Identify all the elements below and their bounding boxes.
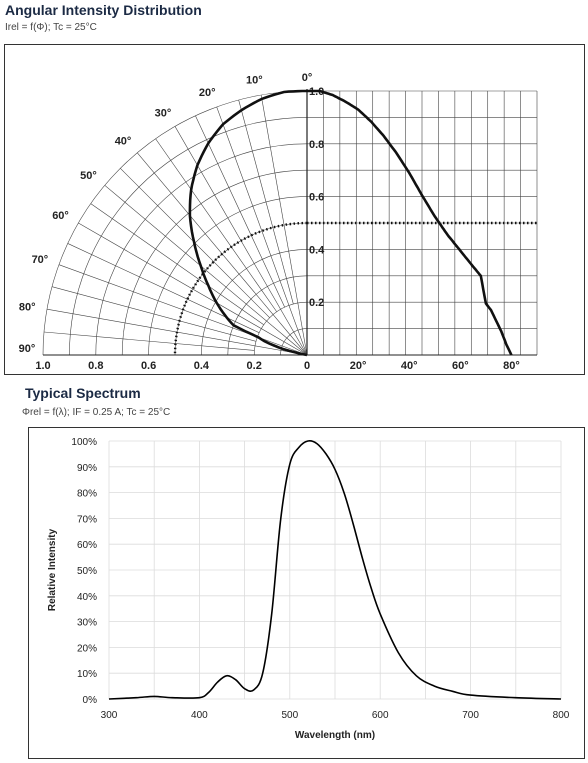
polar-radial-line [51, 286, 257, 342]
y-tick-label: 60% [77, 540, 97, 551]
polar-angle-label: 20° [199, 87, 216, 99]
y-tick-label: 40% [77, 592, 97, 603]
x-axis-label: Wavelength (nm) [295, 730, 375, 741]
x-tick-label: 300 [101, 710, 118, 721]
y-tick-label: 0% [83, 695, 98, 706]
spectrum-chart: 0% 10% 20% 30% 40% 50% 60% 70% 80% 90% 100% 300 400 5… [47, 437, 570, 741]
angular-chart-title: Angular Intensity Distribution [5, 2, 202, 18]
angular-chart-frame: 0° 10° 20° 30° 40° 50° 60° 70° 80° 90° 1.0 0.8 0.6 0.… [4, 44, 585, 375]
radial-tick-label: 0.8 [88, 360, 103, 372]
radial-tick-label: 0.2 [247, 360, 262, 372]
angular-intensity-chart: 0° 10° 20° 30° 40° 50° 60° 70° 80° 90° 1.0 0.8 0.6 0.… [19, 72, 538, 372]
spectrum-chart-title: Typical Spectrum [25, 385, 141, 401]
polar-angle-label: 80° [19, 301, 36, 313]
x-tick-label: 700 [462, 710, 479, 721]
polar-angle-label: 30° [155, 108, 172, 120]
radial-tick-label: 1.0 [35, 360, 50, 372]
polar-arc [280, 328, 308, 356]
polar-intensity-curve [188, 89, 308, 357]
polar-half-intensity-curve [173, 221, 307, 355]
angle-tick-label: 80° [503, 360, 520, 372]
polar-radial-line [67, 243, 260, 333]
radial-tick-label: 0 [304, 360, 310, 372]
angle-tick-label: 20° [350, 360, 367, 372]
x-tick-label: 400 [191, 710, 208, 721]
y-tick-label: 70% [77, 514, 97, 525]
polar-angle-label: 10° [246, 74, 263, 86]
polar-angle-label: 60° [52, 210, 69, 222]
radial-tick-label: 0.4 [194, 360, 210, 372]
radial-axis-label: 0.4 [309, 244, 325, 256]
polar-radial-line [104, 185, 308, 356]
x-tick-label: 800 [553, 710, 570, 721]
radial-axis-label: 0.6 [309, 192, 324, 204]
polar-angle-label: 50° [80, 170, 97, 182]
x-tick-label: 500 [281, 710, 298, 721]
y-tick-label: 10% [77, 669, 97, 680]
radial-axis-label: 0.8 [309, 139, 324, 151]
polar-radial-line [260, 94, 308, 356]
polar-angle-label: 0° [302, 72, 313, 84]
radial-axis-label: 0.2 [309, 297, 324, 309]
polar-angle-label: 40° [115, 136, 132, 148]
y-tick-label: 80% [77, 489, 97, 500]
y-axis-label: Relative Intensity [47, 528, 58, 611]
y-tick-label: 30% [77, 618, 97, 629]
angle-tick-label: 40° [401, 360, 418, 372]
polar-radial-line [238, 99, 294, 305]
radial-tick-label: 0.6 [141, 360, 156, 372]
angle-tick-label: 60° [452, 360, 469, 372]
polar-radial-line [78, 222, 308, 356]
x-tick-label: 600 [372, 710, 389, 721]
polar-radial-line [216, 106, 308, 356]
y-tick-label: 50% [77, 566, 97, 577]
polar-radial-line [195, 115, 285, 308]
polar-radial-line [90, 203, 264, 325]
angular-chart-subtitle: Irel = f(Φ); Tc = 25°C [5, 22, 97, 33]
polar-radial-line [155, 138, 277, 312]
y-tick-label: 20% [77, 643, 97, 654]
polar-angle-label: 70° [32, 254, 49, 266]
spectrum-chart-frame: 0% 10% 20% 30% 40% 50% 60% 70% 80% 90% 100% 300 400 5… [28, 427, 585, 759]
spectrum-chart-subtitle: Φrel = f(λ); IF = 0.25 A; Tc = 25°C [22, 407, 171, 418]
cartesian-intensity-curve [307, 89, 513, 356]
y-tick-label: 90% [77, 463, 97, 474]
y-tick-label: 100% [71, 437, 97, 448]
spectrum-curve [108, 440, 562, 700]
polar-radial-line [43, 331, 255, 351]
polar-angle-label: 90° [19, 343, 36, 355]
